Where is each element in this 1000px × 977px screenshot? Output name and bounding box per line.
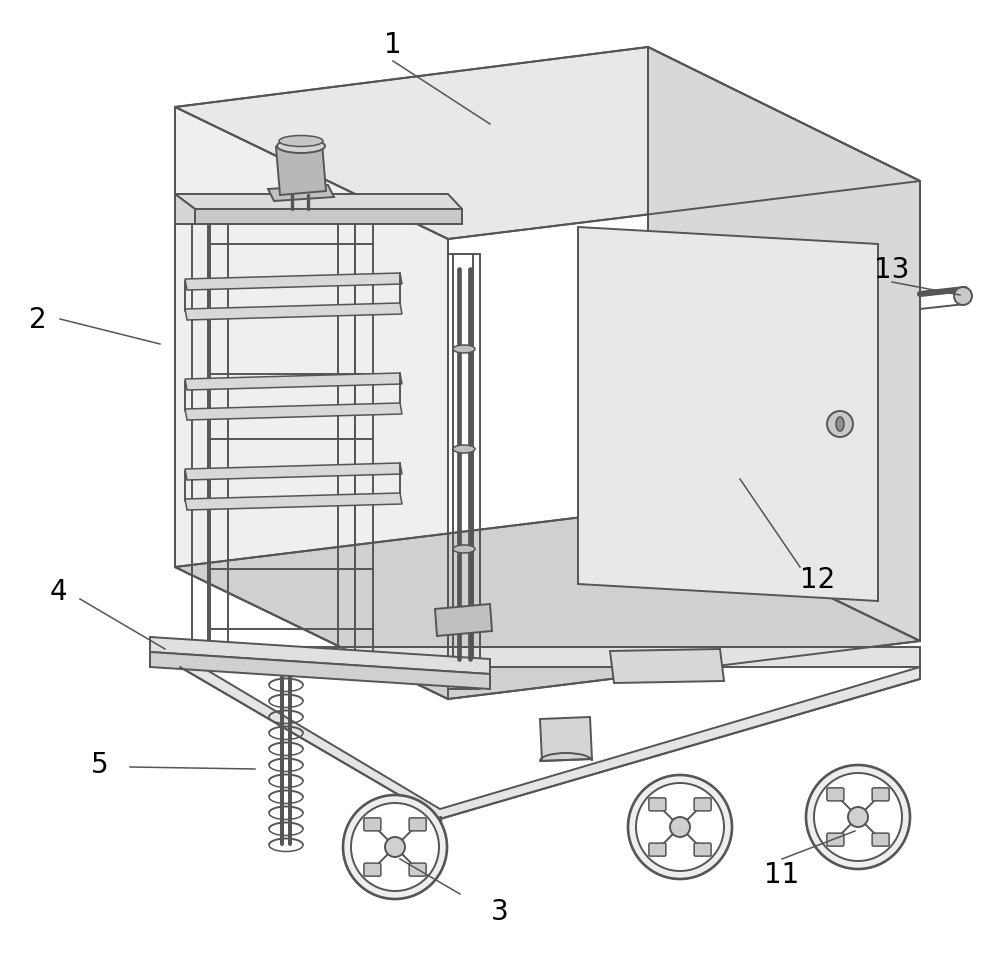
Circle shape (351, 803, 439, 891)
Ellipse shape (453, 545, 475, 553)
Ellipse shape (453, 346, 475, 354)
FancyBboxPatch shape (649, 798, 666, 811)
FancyBboxPatch shape (409, 818, 426, 831)
Circle shape (814, 773, 902, 861)
Circle shape (628, 775, 732, 879)
Polygon shape (648, 48, 920, 641)
Polygon shape (578, 228, 878, 602)
Circle shape (385, 837, 405, 857)
Ellipse shape (836, 417, 844, 432)
Polygon shape (185, 493, 402, 510)
Polygon shape (185, 463, 402, 481)
Polygon shape (268, 186, 334, 202)
FancyBboxPatch shape (694, 798, 711, 811)
Polygon shape (150, 637, 490, 674)
FancyBboxPatch shape (694, 843, 711, 856)
Text: 2: 2 (29, 306, 47, 334)
Text: 4: 4 (49, 577, 67, 606)
Polygon shape (150, 648, 920, 667)
Circle shape (848, 807, 868, 828)
Polygon shape (175, 194, 195, 225)
FancyBboxPatch shape (827, 788, 844, 801)
FancyBboxPatch shape (827, 833, 844, 846)
Text: 3: 3 (491, 897, 509, 925)
FancyBboxPatch shape (872, 788, 889, 801)
Polygon shape (180, 655, 920, 819)
Text: 13: 13 (874, 256, 910, 283)
Circle shape (343, 795, 447, 899)
Polygon shape (175, 509, 920, 700)
Polygon shape (150, 653, 490, 690)
Polygon shape (185, 404, 402, 420)
Polygon shape (195, 210, 462, 225)
FancyBboxPatch shape (872, 833, 889, 846)
Ellipse shape (277, 140, 325, 153)
Text: 1: 1 (384, 31, 402, 59)
Polygon shape (175, 194, 462, 210)
Ellipse shape (453, 446, 475, 453)
Text: 12: 12 (800, 566, 836, 593)
FancyBboxPatch shape (364, 818, 381, 831)
FancyBboxPatch shape (409, 864, 426, 876)
Polygon shape (175, 48, 920, 239)
Polygon shape (185, 373, 402, 391)
Polygon shape (185, 274, 402, 291)
Circle shape (806, 765, 910, 870)
Circle shape (954, 287, 972, 306)
Polygon shape (276, 144, 326, 195)
Ellipse shape (279, 137, 323, 148)
FancyBboxPatch shape (649, 843, 666, 856)
Polygon shape (175, 107, 448, 700)
Text: 11: 11 (764, 860, 800, 888)
Circle shape (827, 411, 853, 438)
Circle shape (670, 817, 690, 837)
Polygon shape (185, 304, 402, 320)
FancyBboxPatch shape (364, 864, 381, 876)
Polygon shape (610, 650, 724, 683)
Text: 5: 5 (91, 750, 109, 779)
Polygon shape (540, 717, 592, 761)
Polygon shape (435, 605, 492, 636)
Circle shape (636, 784, 724, 871)
